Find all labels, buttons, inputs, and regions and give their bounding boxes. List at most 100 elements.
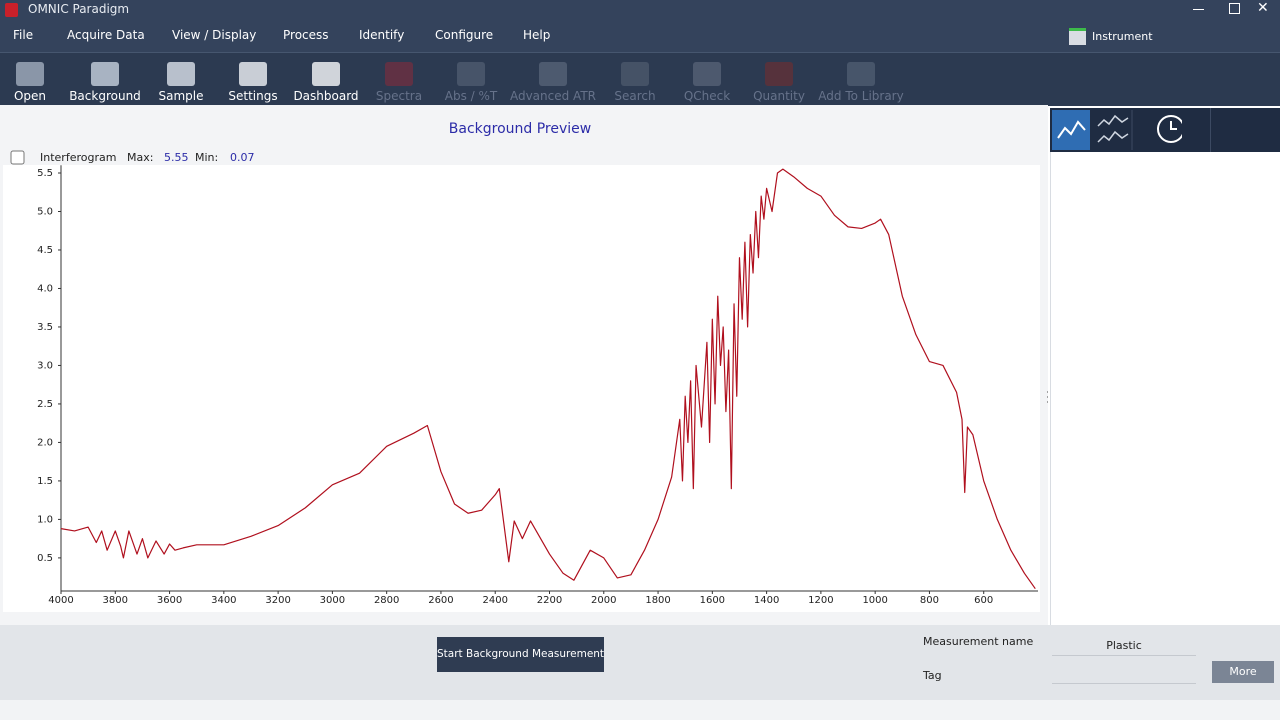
toolbar-icon: [91, 62, 119, 86]
y-tick-label: 3.5: [37, 322, 53, 333]
toolbar-label: Open: [13, 89, 47, 103]
max-value: 5.55: [164, 151, 189, 164]
instrument-icon[interactable]: [1069, 28, 1086, 45]
x-tick-label: 1000: [862, 595, 887, 606]
menu-item[interactable]: View / Display: [172, 28, 257, 42]
x-tick-label: 800: [920, 595, 939, 606]
close-button[interactable]: ✕: [1257, 0, 1269, 16]
chart-title: Background Preview: [449, 121, 591, 137]
toolbar-label: Advanced ATR: [509, 89, 597, 103]
history-icon[interactable]: [1157, 115, 1182, 143]
interferogram-checkbox[interactable]: [10, 150, 25, 165]
max-label: Max:: [127, 151, 153, 164]
toolbar-button[interactable]: Settings: [208, 53, 298, 106]
x-tick-label: 3600: [157, 595, 182, 606]
toolbar-button: Spectra: [354, 53, 444, 106]
menu-item[interactable]: Identify: [359, 28, 405, 42]
x-tick-label: 3400: [211, 595, 236, 606]
toolbar-label: Add To Library: [818, 89, 904, 103]
y-tick-label: 5.5: [37, 168, 53, 179]
spectrum-tab[interactable]: [1052, 110, 1090, 150]
menu-item[interactable]: File: [13, 28, 34, 42]
x-tick-label: 2000: [591, 595, 616, 606]
minimize-button[interactable]: [1193, 9, 1204, 10]
x-tick-label: 3800: [103, 595, 128, 606]
app-title: OMNIC Paradigm: [28, 2, 130, 16]
tab-icons: [1057, 110, 1182, 150]
toolbar-icon: [16, 62, 44, 86]
toolbar-label: Spectra: [375, 89, 423, 103]
toolbar-icon: [765, 62, 793, 86]
x-tick-label: 2600: [428, 595, 453, 606]
toolbar-button: Add To Library: [816, 53, 906, 106]
toolbar-label: Background: [69, 89, 141, 103]
x-tick-label: 2200: [537, 595, 562, 606]
toolbar-button[interactable]: Open: [0, 53, 75, 106]
toolbar-icon: [167, 62, 195, 86]
x-tick-label: 3200: [265, 595, 290, 606]
splitter-dot[interactable]: [1047, 401, 1048, 403]
menu-item[interactable]: Process: [283, 28, 329, 42]
stack-icon: [1097, 130, 1129, 143]
toolbar-label: Sample: [158, 89, 204, 103]
stack-icon: [1097, 114, 1129, 127]
y-tick-label: 5.0: [37, 206, 53, 217]
more-button[interactable]: More: [1212, 661, 1274, 683]
toolbar-label: Search: [614, 89, 656, 103]
spectrum-icon: [1057, 120, 1086, 139]
y-tick-label: 1.0: [37, 514, 53, 525]
min-label: Min:: [195, 151, 218, 164]
x-tick-label: 2800: [374, 595, 399, 606]
x-tick-label: 600: [974, 595, 993, 606]
toolbar-button: Abs / %T: [426, 53, 516, 106]
toolbar-button: Search: [590, 53, 680, 106]
y-tick-label: 4.0: [37, 283, 53, 294]
instrument-label[interactable]: Instrument: [1092, 30, 1153, 43]
measurement-name-value[interactable]: Plastic: [1106, 639, 1142, 652]
toolbar-button: QCheck: [662, 53, 752, 106]
menu-item[interactable]: Help: [523, 28, 551, 42]
toolbar-icon: [312, 62, 340, 86]
tab-divider: [1210, 108, 1211, 152]
start-button[interactable]: Start Background Measurement: [437, 637, 604, 672]
toolbar-button[interactable]: Dashboard: [281, 53, 371, 106]
title-bar: OMNIC Paradigm ✕: [0, 0, 1280, 20]
x-tick-label: 2400: [482, 595, 507, 606]
interferogram-label[interactable]: Interferogram: [40, 151, 116, 164]
y-tick-label: 4.5: [37, 245, 53, 256]
history-hands: [1170, 121, 1177, 130]
splitter-dot[interactable]: [1047, 396, 1048, 398]
toolbar-label: Dashboard: [293, 89, 359, 103]
x-tick-label: 1600: [700, 595, 725, 606]
toolbar-icon: [693, 62, 721, 86]
menu-bar: Instrument File Acquire Data View / Displa…: [0, 20, 1280, 52]
min-value: 0.07: [230, 151, 255, 164]
toolbar-button[interactable]: Sample: [136, 53, 226, 106]
x-tick-label: 1800: [645, 595, 670, 606]
side-panel: [1050, 152, 1280, 625]
spectrum-line: [60, 168, 1036, 590]
name-underline: [1052, 655, 1196, 656]
menu-item[interactable]: Acquire Data: [67, 28, 145, 42]
splitter-dot[interactable]: [1047, 391, 1048, 393]
y-tick-label: 2.0: [37, 437, 53, 448]
x-tick-label: 1400: [754, 595, 779, 606]
x-tick-label: 3000: [320, 595, 345, 606]
toolbar-button: Quantity: [734, 53, 824, 106]
toolbar-label: Abs / %T: [444, 89, 498, 103]
toolbar-button: Advanced ATR: [508, 53, 598, 106]
toolbar-label: Settings: [228, 89, 278, 103]
preview-chart: Background Preview Interferogram Max: 5.…: [0, 105, 1048, 625]
measurement-name-label: Measurement name: [923, 635, 1034, 648]
toolbar-button[interactable]: Background: [60, 53, 150, 106]
tag-underline[interactable]: [1052, 683, 1196, 684]
maximize-button[interactable]: [1229, 3, 1240, 14]
toolbar-icon: [847, 62, 875, 86]
x-tick-label: 1200: [808, 595, 833, 606]
menu-item[interactable]: Configure: [435, 28, 494, 42]
tag-label: Tag: [923, 669, 942, 682]
toolbar: Open Background Sample Settings Dashboard Spe…: [0, 52, 1280, 106]
status-strip: [0, 700, 1280, 720]
y-tick-label: 2.5: [37, 399, 53, 410]
